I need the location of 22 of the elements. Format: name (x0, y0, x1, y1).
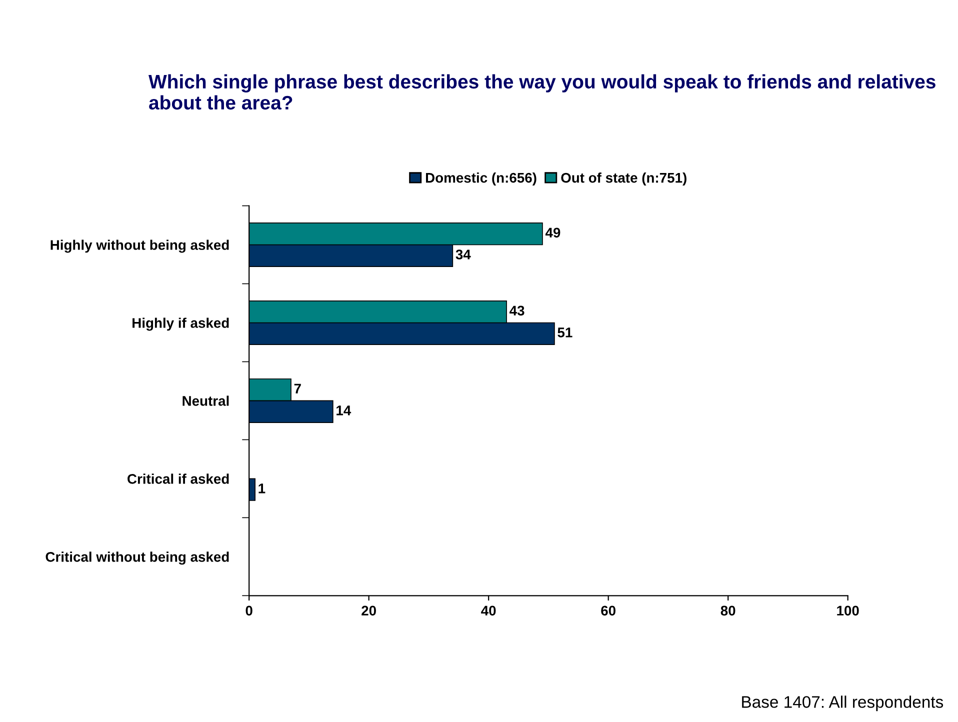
legend-label: Domestic (n:656) (426, 172, 536, 186)
text: Base 1407: All respondents (742, 696, 944, 712)
x-tick-label: 80 (720, 606, 736, 616)
y-tick-label: Highly without being asked (50, 240, 229, 253)
x-tick-label: 40 (481, 606, 496, 616)
x-tick-label: 20 (362, 606, 376, 616)
data-label: 43 (510, 306, 524, 316)
data-label: 51 (558, 328, 572, 338)
data-label: 49 (545, 228, 560, 238)
chart-title: Which single phrase best describes the way you would speak to friends and relatives about the area? (148, 74, 936, 110)
data-label: 1 (258, 484, 266, 494)
data-label: 34 (456, 250, 471, 260)
x-tick-label: 100 (837, 606, 859, 616)
y-tick-label: Critical without being asked (46, 552, 229, 565)
x-tick-label: 0 (246, 606, 252, 616)
y-tick-label: Neutral (182, 396, 229, 406)
y-tick-label: Critical if asked (128, 474, 229, 484)
legend-label: Out of state (n:751) (561, 172, 686, 186)
x-tick-label: 60 (601, 606, 616, 616)
data-label: 14 (336, 406, 352, 416)
y-tick-label: Highly if asked (132, 318, 229, 331)
data-label: 7 (294, 384, 301, 394)
